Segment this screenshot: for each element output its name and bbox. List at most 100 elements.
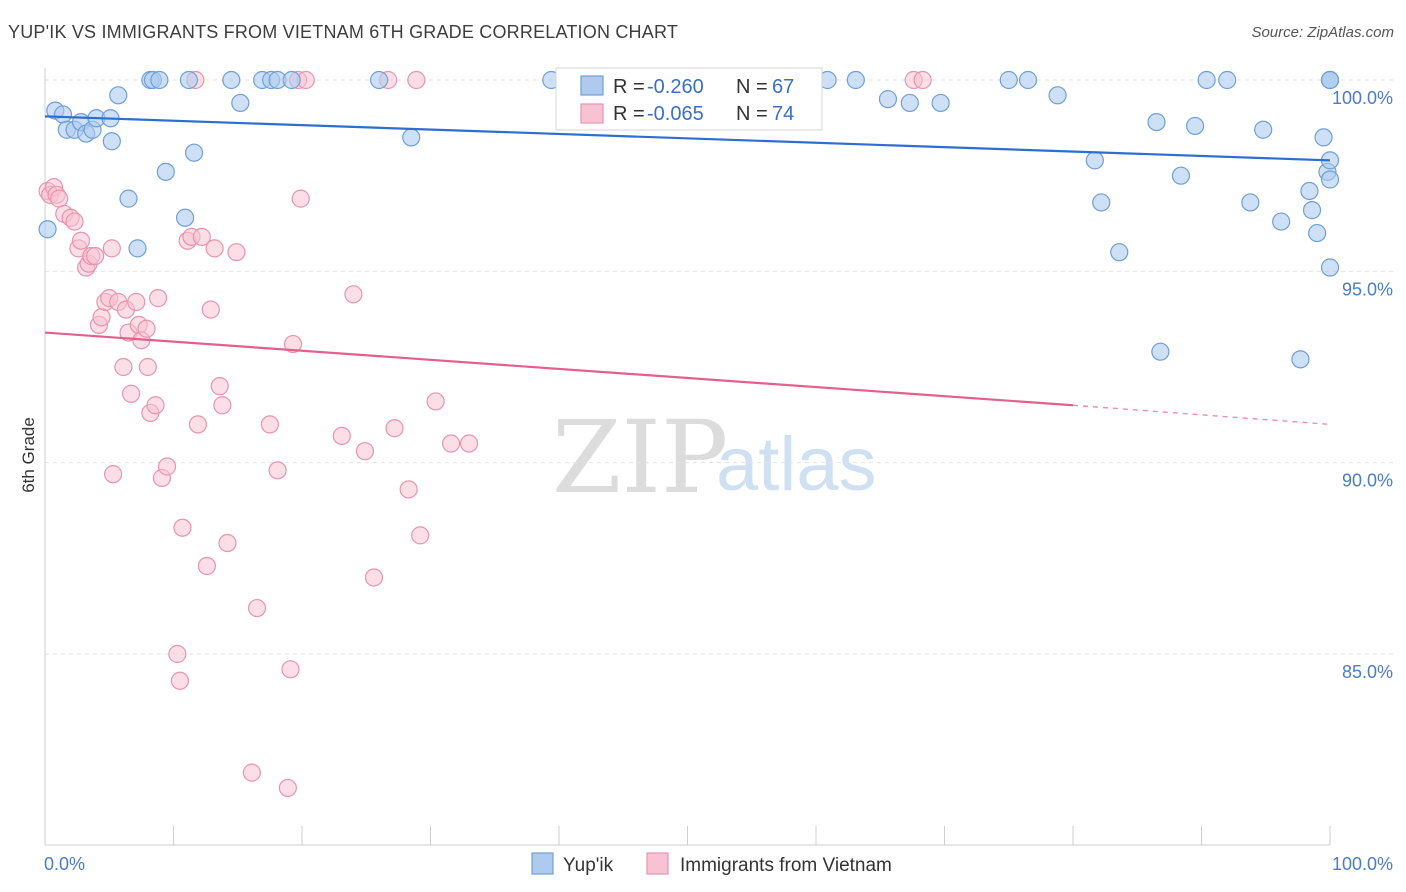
data-point-vietnam [146, 396, 165, 415]
bottom-legend-yupik-swatch [531, 852, 554, 875]
yupik-legend-swatch [580, 75, 604, 96]
data-point-yupik [878, 90, 898, 109]
bottom-legend-yupik-label: Yup'ik [563, 855, 614, 876]
data-point-vietnam [114, 357, 133, 377]
vietnam-n-value: 74 [772, 103, 794, 125]
x-tick-label-max: 100.0% [1332, 854, 1393, 874]
data-point-vietnam [127, 292, 146, 312]
data-point-vietnam [291, 189, 310, 208]
data-point-vietnam [102, 239, 121, 258]
data-point-vietnam [260, 415, 279, 434]
y-tick-label-85: 85.0% [1342, 662, 1393, 682]
data-point-yupik [1218, 70, 1237, 90]
data-point-yupik [1300, 181, 1319, 201]
vietnam-n-label: N = [736, 103, 768, 125]
data-point-yupik [1320, 258, 1340, 277]
data-point-yupik [1018, 70, 1038, 90]
data-point-vietnam [278, 778, 297, 798]
data-point-vietnam [92, 308, 111, 327]
data-point-yupik [184, 143, 204, 162]
vietnam-r-value: -0.065 [647, 103, 704, 125]
data-point-yupik [222, 70, 241, 90]
stats-legend: R = -0.260 N = 67 R = -0.065 N = 74 [555, 67, 823, 131]
data-point-vietnam [86, 246, 105, 266]
data-point-yupik [931, 93, 950, 113]
data-point-yupik [402, 128, 421, 147]
data-point-vietnam [188, 415, 208, 434]
watermark-atlas: atlas [716, 422, 877, 507]
trend-line-vietnam-extrapolated [1072, 404, 1331, 426]
data-point-yupik [1171, 166, 1191, 185]
series-vietnam-points [38, 70, 932, 798]
data-point-yupik [53, 105, 73, 124]
yupik-n-label: N = [736, 76, 768, 98]
data-point-vietnam [173, 518, 192, 537]
data-point-vietnam [355, 442, 375, 461]
x-tick-label-min: 0.0% [44, 854, 85, 874]
data-point-yupik [1272, 212, 1291, 231]
data-point-yupik [1092, 193, 1111, 212]
yupik-r-value: -0.260 [647, 76, 704, 98]
data-point-yupik [179, 70, 199, 90]
data-point-vietnam [227, 243, 246, 262]
data-point-yupik [175, 208, 195, 227]
data-point-yupik [1291, 350, 1310, 369]
data-point-yupik [1241, 193, 1260, 212]
data-point-yupik [119, 189, 138, 208]
data-point-vietnam [50, 189, 69, 208]
bottom-legend-vietnam-swatch [646, 852, 669, 875]
data-point-vietnam [201, 300, 220, 319]
data-point-yupik [900, 93, 919, 113]
data-point-vietnam [242, 763, 261, 782]
y-tick-label-100: 100.0% [1332, 88, 1393, 108]
trend-line-yupik [44, 115, 1331, 162]
data-point-yupik [109, 86, 128, 105]
bottom-legend: Yup'ik Immigrants from Vietnam [531, 852, 892, 876]
y-tick-labels: 100.0% 95.0% 90.0% 85.0% [1332, 88, 1393, 682]
yupik-n-value: 67 [772, 76, 794, 98]
data-point-yupik [1185, 116, 1205, 136]
data-point-yupik [128, 239, 147, 258]
series-yupik-points [38, 70, 1340, 369]
data-point-yupik [38, 220, 57, 239]
data-point-vietnam [192, 227, 211, 246]
data-point-vietnam [411, 526, 430, 545]
data-point-yupik [1314, 128, 1333, 147]
data-point-yupik [102, 132, 121, 151]
data-point-yupik [1320, 170, 1340, 189]
data-point-yupik [1320, 70, 1340, 90]
yupik-r-label: R = [613, 76, 645, 98]
data-point-vietnam [344, 285, 363, 304]
y-tick-label-95: 95.0% [1342, 279, 1393, 299]
data-point-vietnam [121, 384, 141, 403]
data-point-yupik [1302, 201, 1322, 220]
data-point-yupik [1048, 86, 1067, 105]
data-point-vietnam [399, 480, 418, 499]
data-point-yupik [150, 70, 169, 90]
data-point-yupik [231, 93, 250, 113]
data-point-vietnam [65, 212, 84, 231]
data-point-vietnam [197, 556, 217, 576]
data-point-yupik [999, 70, 1018, 90]
data-point-vietnam [426, 392, 445, 411]
data-point-yupik [846, 70, 865, 90]
data-point-vietnam [441, 434, 461, 453]
trend-lines [44, 115, 1331, 426]
data-point-vietnam [247, 598, 267, 618]
chart-title: YUP'IK VS IMMIGRANTS FROM VIETNAM 6TH GR… [8, 22, 679, 42]
data-point-vietnam [218, 533, 237, 553]
data-point-vietnam [137, 319, 156, 338]
data-point-yupik [1110, 243, 1129, 262]
data-point-vietnam [364, 568, 384, 587]
data-point-vietnam [332, 426, 351, 445]
data-point-vietnam [407, 70, 426, 90]
data-point-vietnam [104, 465, 123, 484]
vietnam-r-label: R = [613, 103, 645, 125]
data-point-yupik [370, 70, 389, 90]
y-tick-label-90: 90.0% [1342, 471, 1393, 491]
data-point-yupik [1085, 151, 1104, 170]
data-point-vietnam [213, 396, 232, 415]
data-point-vietnam [138, 357, 157, 377]
data-point-vietnam [281, 660, 300, 679]
